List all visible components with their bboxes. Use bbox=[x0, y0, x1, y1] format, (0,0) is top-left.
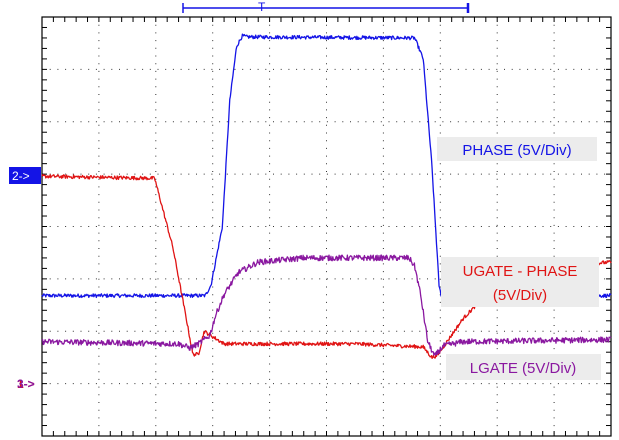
lgate-trace bbox=[41, 254, 612, 356]
ugate-label-box bbox=[441, 257, 599, 307]
ugate-label-line2: (5V/Div) bbox=[493, 287, 547, 304]
trigger-cursor-bracket: T bbox=[182, 0, 470, 14]
trigger-label: T bbox=[258, 0, 266, 14]
lgate-label-box bbox=[446, 354, 601, 380]
ugate-label-line1: UGATE - PHASE bbox=[463, 263, 578, 280]
ch3-marker: 3-> bbox=[17, 377, 35, 391]
phase-label: PHASE (5V/Div) bbox=[462, 142, 571, 159]
ch2-marker-box bbox=[9, 167, 41, 184]
lgate-label: LGATE (5V/Div) bbox=[470, 360, 576, 377]
graticule bbox=[41, 16, 612, 437]
annotation-layer: T 2-> 1-> 3-> PHASE (5V/Div) UGATE - PHA… bbox=[9, 0, 601, 391]
phase-label-box bbox=[437, 137, 597, 161]
ch2-marker: 2-> bbox=[12, 169, 30, 183]
ch1-marker: 1-> bbox=[17, 377, 35, 391]
